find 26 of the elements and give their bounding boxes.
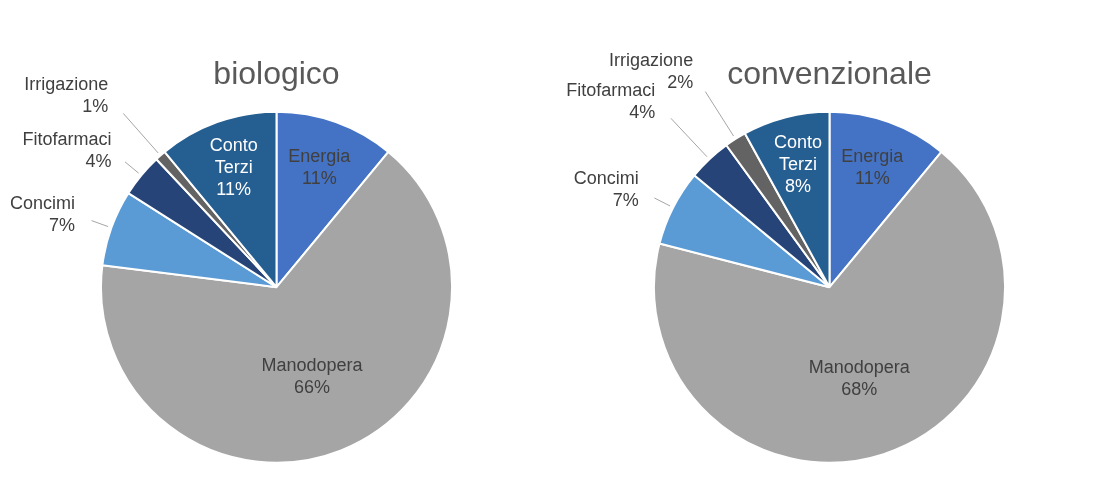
slice-label: Energia	[841, 146, 905, 167]
slice-label: Energia	[288, 146, 352, 167]
chart-title: biologico	[213, 55, 340, 92]
slice-label: Conto Terzi	[774, 131, 823, 174]
data-label: 68%	[841, 378, 878, 399]
data-label: 8%	[785, 175, 812, 196]
slice-label: Fitofarmaci	[22, 128, 112, 149]
data-label: 4%	[85, 150, 112, 171]
slice-label: Manodopera	[808, 356, 911, 377]
data-label: 4%	[629, 101, 656, 122]
data-label: 1%	[82, 96, 109, 117]
slice-label: Fitofarmaci	[566, 79, 656, 100]
data-label: 2%	[667, 72, 694, 93]
data-label: 7%	[612, 189, 639, 210]
data-label: 66%	[294, 376, 331, 397]
data-label: 11%	[854, 168, 890, 189]
data-label: 7%	[49, 214, 76, 235]
slice-label: Irrigazione	[609, 50, 694, 71]
slice-label: Concimi	[10, 192, 76, 213]
chart-title: convenzionale	[727, 55, 932, 92]
slice-label: Conto Terzi	[209, 135, 258, 178]
slice-label: Concimi	[573, 167, 639, 188]
slice-label: Irrigazione	[24, 74, 109, 95]
data-label: 11%	[216, 179, 252, 200]
data-label: 11%	[301, 168, 337, 189]
slice-label: Manodopera	[261, 354, 364, 375]
